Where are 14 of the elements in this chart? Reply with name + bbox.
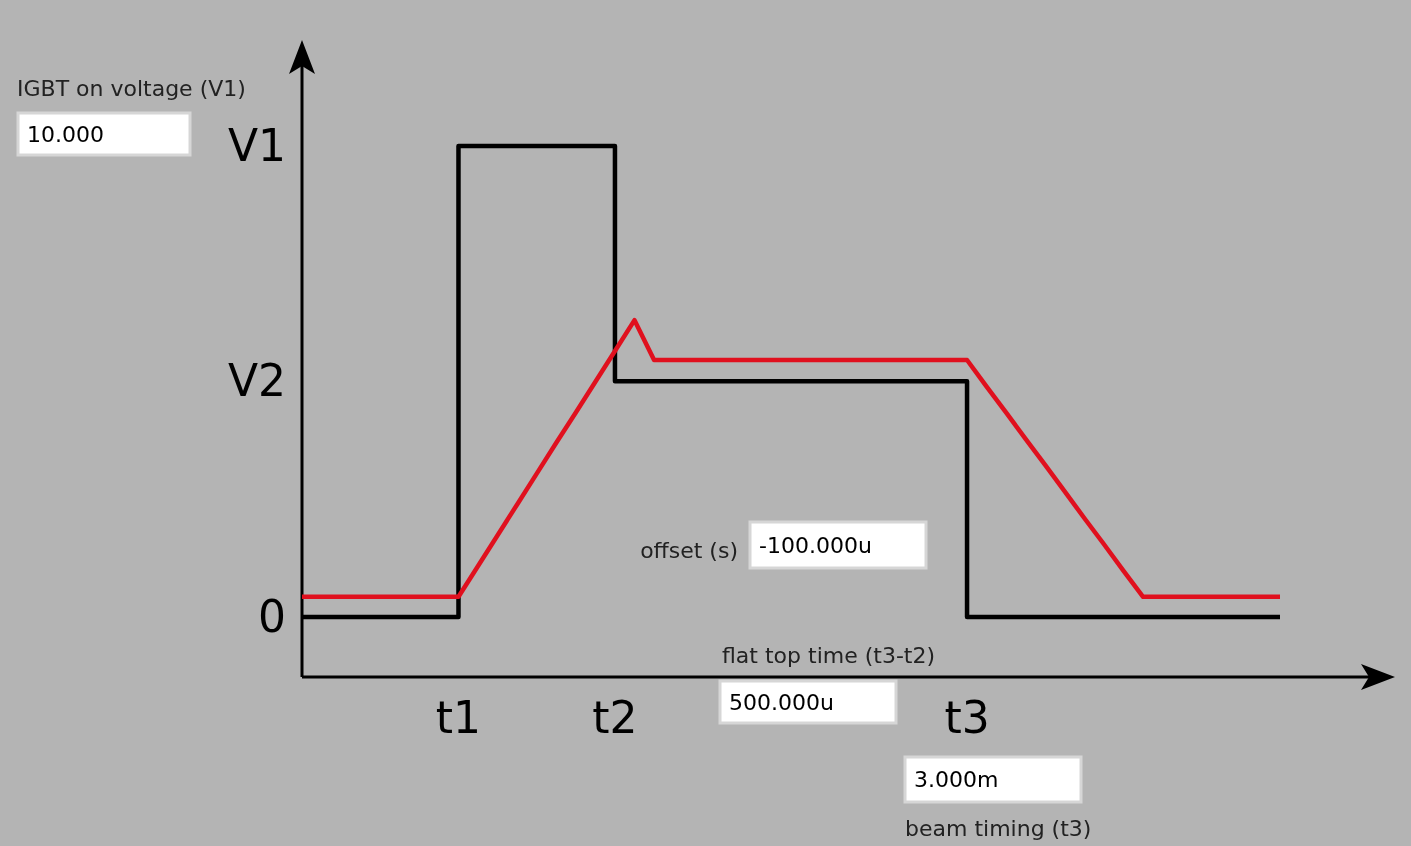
text: 0 [258, 591, 286, 643]
x-tick-label: t3 [944, 692, 990, 743]
text: 500.000u [729, 689, 834, 715]
text: beam timing (t3) [905, 816, 1092, 841]
text: 10.000 [27, 121, 104, 147]
annotation: flat top time (t3-t2) [722, 643, 936, 668]
text: V1 [227, 120, 286, 172]
text: V2 [227, 355, 286, 407]
text: IGBT on voltage (V1) [17, 76, 246, 101]
x-tick-label: t2 [592, 692, 638, 743]
x-tick-label: t1 [435, 692, 482, 743]
annotation: -100.000u [759, 532, 872, 558]
text: 3.000m [914, 767, 999, 793]
annotation: offset (s) [640, 538, 738, 563]
